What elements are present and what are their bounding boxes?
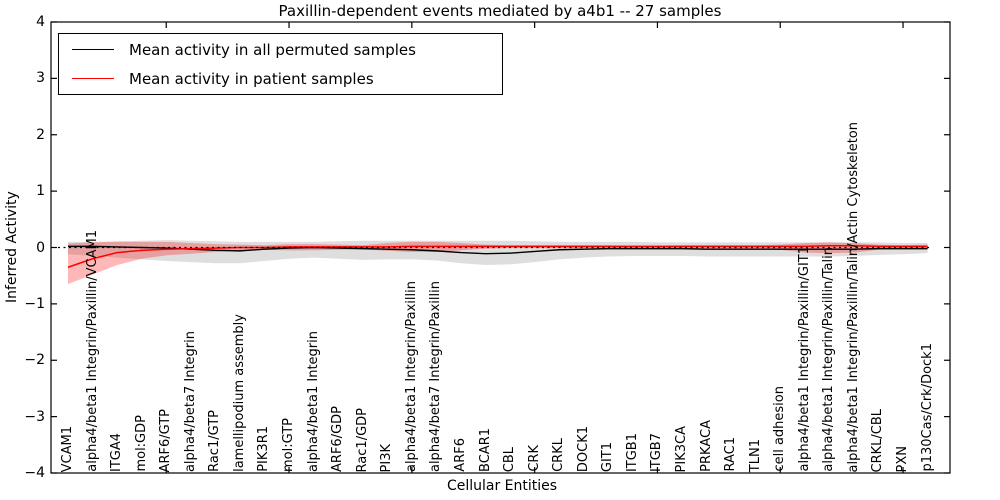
x-tick-label: p130Cas/Crk/Dock1 [919, 343, 935, 472]
x-tick-label: mol:GTP [281, 418, 297, 472]
legend-entry-patient: Mean activity in patient samples [59, 64, 502, 93]
y-tick-label: −3 [24, 408, 45, 425]
x-tick-label: ARF6 [452, 438, 468, 472]
x-tick-label: ITGB1 [624, 432, 640, 472]
legend-entry-permuted: Mean activity in all permuted samples [59, 35, 502, 64]
x-tick-label: TLN1 [747, 438, 763, 472]
x-tick-label: CBL [502, 446, 518, 472]
patient-mean-line [67, 245, 928, 268]
y-tick-label: 3 [36, 70, 45, 87]
x-tick-label: ITGA4 [109, 432, 125, 472]
x-tick-label: DOCK1 [575, 425, 591, 472]
y-tick-label: 4 [36, 14, 45, 30]
x-tick-label: RAC1 [723, 437, 739, 472]
x-tick-label: alpha4/beta1 Integrin/Paxillin/GIT1 [796, 246, 812, 472]
x-tick-label: CRKL [551, 438, 567, 472]
y-tick-label: −4 [24, 465, 45, 481]
permuted-line-swatch [72, 49, 114, 50]
x-tick-label: ARF6/GDP [330, 406, 346, 472]
legend-label-patient: Mean activity in patient samples [129, 69, 374, 88]
y-tick-label: −2 [24, 352, 45, 369]
x-tick-label: ARF6/GTP [158, 408, 174, 472]
x-tick-label: alpha4/beta1 Integrin/Paxillin/Talin/Act… [845, 121, 861, 472]
x-tick-label: Rac1/GTP [207, 410, 223, 472]
x-tick-label: alpha4/beta1 Integrin [305, 330, 321, 472]
x-tick-label: PIK3R1 [256, 426, 272, 472]
x-tick-label: GIT1 [600, 441, 616, 472]
legend-label-permuted: Mean activity in all permuted samples [129, 40, 416, 59]
permuted-mean-line [68, 245, 928, 255]
y-tick-label: 2 [36, 126, 45, 143]
x-tick-label: Rac1/GDP [354, 407, 370, 472]
x-tick-label: CRK [526, 445, 542, 472]
x-tick-label: alpha4/beta1 Integrin/Paxillin/Talin [821, 247, 837, 472]
x-tick-label: alpha4/beta7 Integrin [182, 330, 198, 472]
x-tick-label: alpha4/beta1 Integrin/Paxillin [403, 280, 419, 472]
x-tick-label: alpha4/beta1 Integrin/Paxillin/VCAM1 [84, 230, 100, 472]
x-tick-label: mol:GDP [133, 415, 149, 472]
x-tick-label: lamellipodium assembly [231, 314, 247, 472]
legend-box: Mean activity in all permuted samples Me… [58, 33, 503, 95]
x-tick-label: PI3K [379, 443, 395, 472]
patient-line-swatch [72, 78, 114, 79]
y-tick-label: 1 [36, 183, 45, 200]
x-tick-label: cell adhesion [772, 386, 788, 472]
x-tick-label: CRKL/CBL [870, 408, 886, 473]
y-tick-label: 0 [36, 239, 45, 256]
x-axis-label: Cellular Entities [446, 478, 558, 494]
x-tick-label: PXN [895, 445, 911, 472]
x-tick-label: BCAR1 [477, 428, 493, 472]
y-tick-label: −1 [24, 295, 45, 312]
x-tick-label: ITGB7 [649, 432, 665, 472]
x-tick-label: VCAM1 [60, 425, 75, 472]
x-tick-label: alpha4/beta7 Integrin/Paxillin [428, 280, 444, 472]
x-tick-label: PRKACA [698, 420, 714, 472]
chart-title: Paxillin-dependent events mediated by a4… [278, 2, 722, 20]
x-tick-label: PIK3CA [674, 425, 689, 472]
